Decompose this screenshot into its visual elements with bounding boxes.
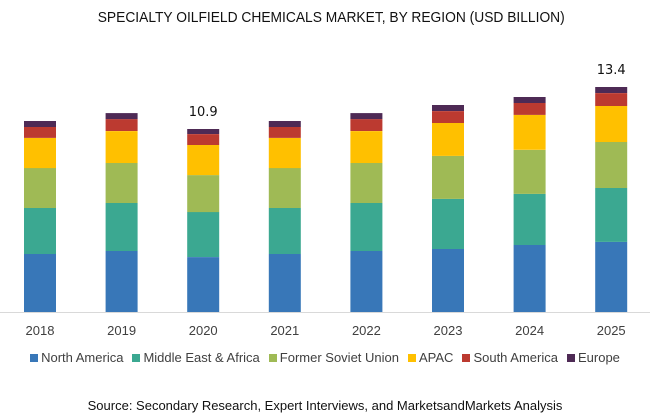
bar-segment-north-america-2023: [432, 249, 464, 312]
bar-segment-apac-2025: [595, 106, 628, 142]
bar-segment-middle-east-africa-2022: [350, 203, 383, 251]
bar-segment-europe-2022: [350, 113, 383, 120]
bar-segment-apac-2024: [513, 114, 546, 150]
legend-swatch: [30, 353, 39, 362]
bars-group: [24, 87, 628, 312]
bar-segment-apac-2019: [105, 131, 138, 163]
bar-segment-south-america-2020: [187, 134, 220, 145]
chart-title: SPECIALTY OILFIELD CHEMICALS MARKET, BY …: [97, 9, 565, 26]
bar-segment-south-america-2018: [24, 127, 56, 138]
bar-segment-middle-east-africa-2018: [24, 208, 56, 254]
bar-segment-former-soviet-union-2021: [268, 168, 301, 208]
x-tick-label: 2025: [597, 323, 626, 338]
legend-label: APAC: [419, 350, 454, 365]
bar-segment-south-america-2022: [350, 119, 383, 131]
bar-segment-north-america-2021: [268, 254, 301, 312]
x-tick-label: 2020: [189, 323, 218, 338]
bar-segment-south-america-2021: [268, 127, 301, 138]
bar-segment-europe-2021: [268, 121, 301, 127]
legend-swatch: [268, 353, 277, 362]
x-tick-label: 2023: [434, 323, 463, 338]
bar-segment-apac-2022: [350, 131, 383, 163]
bar-segment-apac-2021: [268, 138, 301, 169]
bar-segment-north-america-2019: [105, 251, 138, 312]
bar-segment-middle-east-africa-2023: [432, 198, 464, 249]
legend-swatch: [132, 353, 141, 362]
bar-segment-former-soviet-union-2025: [595, 142, 628, 188]
bar-segment-south-america-2019: [105, 119, 138, 131]
bar-segment-middle-east-africa-2024: [513, 193, 546, 245]
source-note: Source: Secondary Research, Expert Inter…: [87, 398, 563, 413]
bar-segment-north-america-2022: [350, 251, 383, 312]
data-label-total-2020: 10.9: [189, 105, 218, 120]
bar-segment-middle-east-africa-2019: [105, 203, 138, 251]
legend-item-former-soviet-union: Former Soviet Union: [268, 350, 399, 365]
bar-segment-north-america-2018: [24, 254, 56, 312]
bar-segment-south-america-2024: [513, 103, 546, 115]
bar-segment-europe-2019: [105, 113, 138, 120]
bar-segment-apac-2018: [24, 138, 56, 169]
bar-segment-former-soviet-union-2023: [432, 155, 464, 199]
bar-segment-former-soviet-union-2022: [350, 163, 383, 203]
legend-item-apac: APAC: [408, 350, 453, 365]
chart-plot: 2018 2019 2020 2021 2022 2023 2024 2025 10.9 13.…: [0, 63, 650, 338]
bar-segment-south-america-2025: [595, 93, 628, 106]
bar-segment-former-soviet-union-2018: [24, 168, 56, 208]
legend-item-europe: Europe: [566, 350, 620, 365]
legend-item-middle-east-africa: Middle East & Africa: [132, 350, 260, 365]
data-labels: 10.9 13.4: [189, 63, 626, 120]
bar-segment-south-america-2023: [432, 111, 464, 123]
x-tick-label: 2024: [515, 323, 544, 338]
legend-swatch: [566, 353, 575, 362]
bar-segment-middle-east-africa-2021: [268, 208, 301, 254]
bar-segment-north-america-2020: [187, 257, 220, 312]
bar-segment-former-soviet-union-2019: [105, 163, 138, 203]
legend-swatch: [462, 353, 471, 362]
legend-label: Middle East & Africa: [143, 350, 260, 365]
bar-segment-former-soviet-union-2024: [513, 149, 546, 194]
bar-segment-europe-2024: [513, 97, 546, 103]
legend-label: Former Soviet Union: [279, 350, 399, 365]
data-label-total-2025: 13.4: [597, 63, 626, 78]
bar-segment-europe-2020: [187, 129, 220, 134]
bar-segment-europe-2018: [24, 121, 56, 127]
legend-item-south-america: South America: [462, 350, 558, 365]
x-tick-label: 2022: [352, 323, 381, 338]
x-tick-label: 2021: [270, 323, 299, 338]
legend: North America Middle East & Africa Former …: [0, 350, 650, 365]
bar-segment-former-soviet-union-2020: [187, 175, 220, 213]
bar-segment-apac-2020: [187, 145, 220, 176]
bar-segment-europe-2023: [432, 105, 464, 111]
legend-label: North America: [41, 350, 124, 365]
bar-segment-apac-2023: [432, 123, 464, 156]
x-tick-label: 2019: [107, 323, 136, 338]
legend-label: Europe: [577, 350, 620, 365]
bar-segment-north-america-2025: [595, 241, 628, 312]
bar-segment-north-america-2024: [513, 245, 546, 312]
x-tick-labels: 2018 2019 2020 2021 2022 2023 2024 2025: [26, 323, 626, 338]
x-tick-label: 2018: [26, 323, 55, 338]
legend-item-north-america: North America: [30, 350, 123, 365]
legend-swatch: [408, 353, 416, 362]
bar-segment-europe-2025: [595, 87, 628, 93]
legend-label: South America: [473, 350, 558, 365]
bar-segment-middle-east-africa-2025: [595, 188, 628, 242]
bar-segment-middle-east-africa-2020: [187, 212, 220, 257]
